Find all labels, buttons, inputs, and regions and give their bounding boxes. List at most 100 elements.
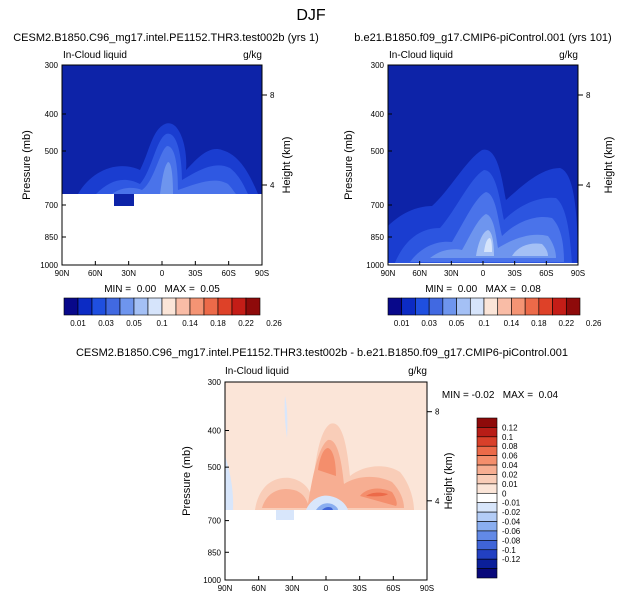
panel-1-colorbar-swatch	[63, 297, 79, 316]
panel-3-colorbar-swatch	[476, 455, 498, 466]
panel-3-colorbar-label: -0.06	[502, 527, 521, 536]
panel-2-right-axis: 84	[578, 91, 591, 190]
panel-1-y-tick-label: 1000	[40, 261, 58, 270]
panel-3-surface-patch	[276, 510, 294, 520]
panel-3-negative-small-2	[284, 396, 288, 438]
panel-3-colorbar-swatch	[476, 502, 498, 513]
panel-1-x-tick-label: 60N	[88, 269, 103, 278]
panel-3-colorbar-label: -0.08	[502, 536, 521, 545]
panel-3-min-max: MIN = -0.02 MAX = 0.04	[442, 390, 559, 401]
panel-1-missing-region	[62, 194, 262, 265]
panel-3-colorbar-swatch	[476, 427, 498, 438]
panel-2-contour-level-7	[484, 238, 492, 252]
panel-2-units-label: g/kg	[559, 50, 578, 61]
panel-3-x-axis: 90N 60N 30N 0 30S 60S 90S	[218, 576, 434, 593]
panel-1-colorbar-label: 0.03	[98, 319, 114, 328]
panel-2-colorbar-swatch	[538, 297, 553, 316]
panel-2-y-tick-label: 700	[371, 201, 385, 210]
panel-2-colorbar-swatch	[511, 297, 526, 316]
panel-2-colorbar-swatch	[565, 297, 581, 316]
panel-1-colorbar-label: 0.1	[156, 319, 168, 328]
panel-1-y-axis-label: Pressure (mb)	[21, 130, 33, 200]
panel-1-colorbar-swatch	[231, 297, 247, 316]
panel-3-colorbar-label: -0.1	[502, 546, 516, 555]
panel-2-right-axis-label: Height (km)	[603, 137, 615, 194]
panel-3-x-tick-label: 30N	[285, 584, 300, 593]
panel-1-x-tick-label: 0	[160, 269, 165, 278]
panel-1-colorbar-swatch	[245, 297, 261, 316]
panel-2-x-tick-label: 60S	[539, 269, 553, 278]
panel-3-colorbar-label: 0.06	[502, 452, 518, 461]
figure-title: DJF	[296, 7, 326, 24]
panel-3-variable-label: In-Cloud liquid	[225, 366, 289, 377]
panel-2: b.e21.B1850.f09_g17.CMIP6-piControl.001 …	[343, 32, 615, 328]
panel-2-colorbar-label: 0.05	[449, 319, 465, 328]
panel-2-colorbar-swatch	[387, 297, 403, 316]
panel-1-contour-level-4	[112, 146, 236, 194]
panel-3-missing-region	[225, 510, 427, 580]
panel-3-colorbar-label: -0.04	[502, 518, 521, 527]
panel-3-colorbar-label: -0.01	[502, 499, 521, 508]
panel-3-colorbar-swatch	[476, 417, 498, 428]
panel-2-y-axis: 300 400 500 700 850 1000	[366, 61, 392, 270]
panel-2-y-tick-label: 850	[371, 233, 385, 242]
panel-3-colorbar-swatch	[476, 474, 498, 485]
panel-1-right-tick-label: 8	[270, 91, 275, 100]
panel-3-y-axis: 300 400 500 700 850 1000	[203, 378, 229, 585]
panel-2-colorbar-swatch	[401, 297, 416, 316]
panel-3-negative-small-1	[225, 456, 234, 510]
panel-1-x-tick-label: 30N	[121, 269, 136, 278]
panel-3-x-tick-label: 0	[324, 584, 329, 593]
panel-2-y-axis-label: Pressure (mb)	[343, 130, 355, 200]
panel-1-min-max: MIN = 0.00 MAX = 0.05	[104, 284, 220, 295]
panel-1-right-axis-label: Height (km)	[281, 137, 293, 194]
panel-3-right-axis-label: Height (km)	[443, 453, 455, 510]
panel-3-x-tick-label: 90S	[420, 584, 434, 593]
panel-2-x-axis: 90N 60N 30N 0 30S 60S 90S	[381, 261, 585, 278]
panel-2-x-tick-label: 0	[481, 269, 486, 278]
panel-3-plot-area	[225, 382, 427, 580]
panel-1-x-tick-label: 90S	[255, 269, 269, 278]
panel-1-colorbar-label: 0.05	[126, 319, 142, 328]
panel-3-y-tick-label: 500	[208, 463, 222, 472]
panel-3-colorbar-label: -0.02	[502, 508, 521, 517]
panel-1-x-tick-label: 60S	[222, 269, 236, 278]
panel-3-positive-level-3	[318, 448, 397, 506]
panel-3-positive-level-4	[366, 492, 388, 497]
panel-3-colorbar-label: 0.12	[502, 423, 518, 432]
panel-3-colorbar-swatch	[476, 492, 498, 504]
panel-3-colorbar-swatch	[476, 436, 498, 447]
panel-2-y-tick-label: 400	[371, 110, 385, 119]
panel-2-colorbar: 0.01 0.03 0.05 0.1 0.14 0.18 0.22 0.26	[387, 297, 602, 328]
panel-1-colorbar-label: 0.01	[70, 319, 86, 328]
panel-3-x-tick-label: 90N	[218, 584, 233, 593]
panel-2-contour-level-6	[476, 230, 548, 256]
panel-3-colorbar-swatch	[476, 445, 498, 456]
panel-2-colorbar-swatch	[456, 297, 471, 316]
panel-1-right-axis: 84	[262, 91, 275, 190]
panel-3-colorbar-swatch	[476, 483, 498, 494]
panel-3-y-tick-label: 400	[208, 427, 222, 436]
panel-2-right-tick-label: 8	[586, 91, 591, 100]
panel-2-x-tick-label: 90N	[381, 269, 396, 278]
panel-3-negative-level-1	[306, 495, 348, 510]
panel-1-colorbar-swatch	[203, 297, 219, 316]
panel-2-variable-label: In-Cloud liquid	[389, 50, 453, 61]
panel-2-plot-area	[388, 65, 578, 265]
panel-1-x-axis: 90N 60N 30N 0 30S 60S 90S	[55, 261, 269, 278]
panel-3-right-tick-label: 8	[435, 408, 440, 417]
panel-2-colorbar-swatch	[428, 297, 444, 316]
panel-3-negative-level-3	[322, 506, 333, 510]
panel-3-colorbar-swatch	[476, 530, 498, 541]
panel-3-colorbar-label: 0.02	[502, 470, 518, 479]
panel-3-title: CESM2.B1850.C96_mg17.intel.PE1152.THR3.t…	[76, 347, 568, 359]
panel-2-x-tick-label: 30N	[444, 269, 459, 278]
panel-3-colorbar-swatch	[476, 511, 498, 522]
panel-3-y-tick-label: 850	[208, 548, 222, 557]
panel-2-right-tick-label: 4	[586, 181, 591, 190]
panel-1-x-tick-label: 30S	[188, 269, 202, 278]
panel-3-colorbar-label: 0.08	[502, 442, 518, 451]
panel-3-y-tick-label: 700	[208, 517, 222, 526]
panel-2-y-tick-label: 1000	[366, 261, 384, 270]
